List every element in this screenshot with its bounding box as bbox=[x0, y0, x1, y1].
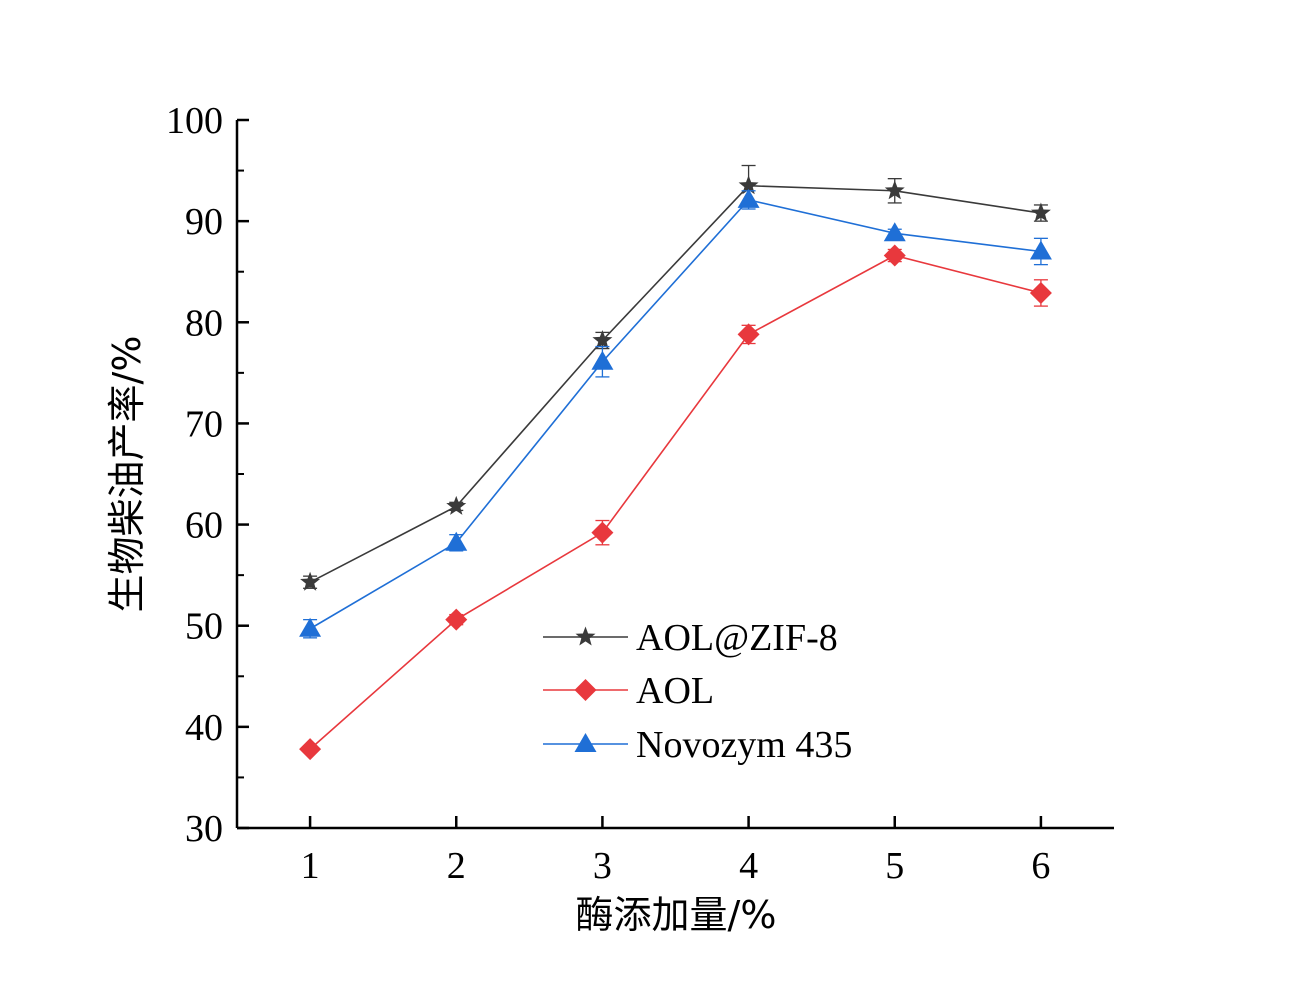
x-tick-label: 4 bbox=[739, 845, 758, 887]
x-axis-label: 酶添加量/% bbox=[576, 893, 777, 937]
data-point bbox=[300, 571, 321, 591]
legend-item: AOL@ZIF-8 bbox=[543, 617, 838, 659]
series-1 bbox=[299, 244, 1052, 761]
data-point bbox=[591, 350, 614, 370]
legend-item: AOL bbox=[543, 670, 714, 712]
series-line bbox=[309, 254, 1042, 750]
data-point bbox=[591, 521, 614, 544]
y-tick-label: 100 bbox=[166, 100, 223, 142]
x-ticks: 1 2 3 4 5 6 bbox=[301, 816, 1050, 887]
legend-marker bbox=[574, 679, 597, 701]
data-point bbox=[299, 617, 322, 637]
data-point bbox=[737, 323, 760, 346]
legend-label: AOL@ZIF-8 bbox=[636, 617, 838, 659]
legend-item: Novozym 435 bbox=[543, 724, 852, 766]
axes: 30 40 50 60 70 80 90 100 1 2 3 4 5 6 bbox=[166, 100, 1114, 887]
y-tick-label: 30 bbox=[185, 808, 223, 850]
series-0 bbox=[300, 164, 1051, 591]
y-tick-label: 90 bbox=[185, 201, 223, 243]
y-ticks: 30 40 50 60 70 80 90 100 bbox=[166, 100, 249, 850]
y-tick-label: 80 bbox=[185, 302, 223, 344]
data-point bbox=[738, 175, 759, 195]
legend-label: AOL bbox=[636, 670, 714, 712]
legend-marker bbox=[575, 626, 596, 646]
y-tick-label: 40 bbox=[185, 707, 223, 749]
data-point bbox=[299, 738, 322, 761]
x-tick-label: 1 bbox=[301, 845, 320, 887]
data-point bbox=[883, 222, 906, 242]
data-point bbox=[1030, 202, 1051, 222]
legend-marker bbox=[574, 733, 597, 752]
y-tick-label: 50 bbox=[185, 606, 223, 648]
y-axis-label: 生物柴油产率/% bbox=[105, 336, 149, 613]
data-point bbox=[884, 180, 905, 200]
x-tick-label: 2 bbox=[447, 845, 466, 887]
legend: AOL@ZIF-8 AOL Novozym 435 bbox=[543, 617, 852, 766]
data-point bbox=[445, 608, 468, 631]
series-line bbox=[309, 199, 1042, 630]
legend-label: Novozym 435 bbox=[636, 724, 852, 766]
y-tick-label: 70 bbox=[185, 403, 223, 445]
series-layer bbox=[299, 164, 1052, 761]
series-2 bbox=[299, 188, 1052, 639]
x-tick-label: 5 bbox=[885, 845, 904, 887]
data-point bbox=[1029, 281, 1052, 304]
data-point bbox=[446, 495, 467, 515]
x-tick-label: 3 bbox=[593, 845, 612, 887]
data-point bbox=[737, 188, 760, 208]
data-point bbox=[445, 531, 468, 551]
x-tick-label: 6 bbox=[1031, 845, 1050, 887]
data-point bbox=[592, 329, 613, 349]
series-line bbox=[309, 184, 1042, 583]
data-point bbox=[1029, 240, 1052, 260]
y-tick-label: 60 bbox=[185, 505, 223, 547]
data-point bbox=[883, 244, 906, 267]
